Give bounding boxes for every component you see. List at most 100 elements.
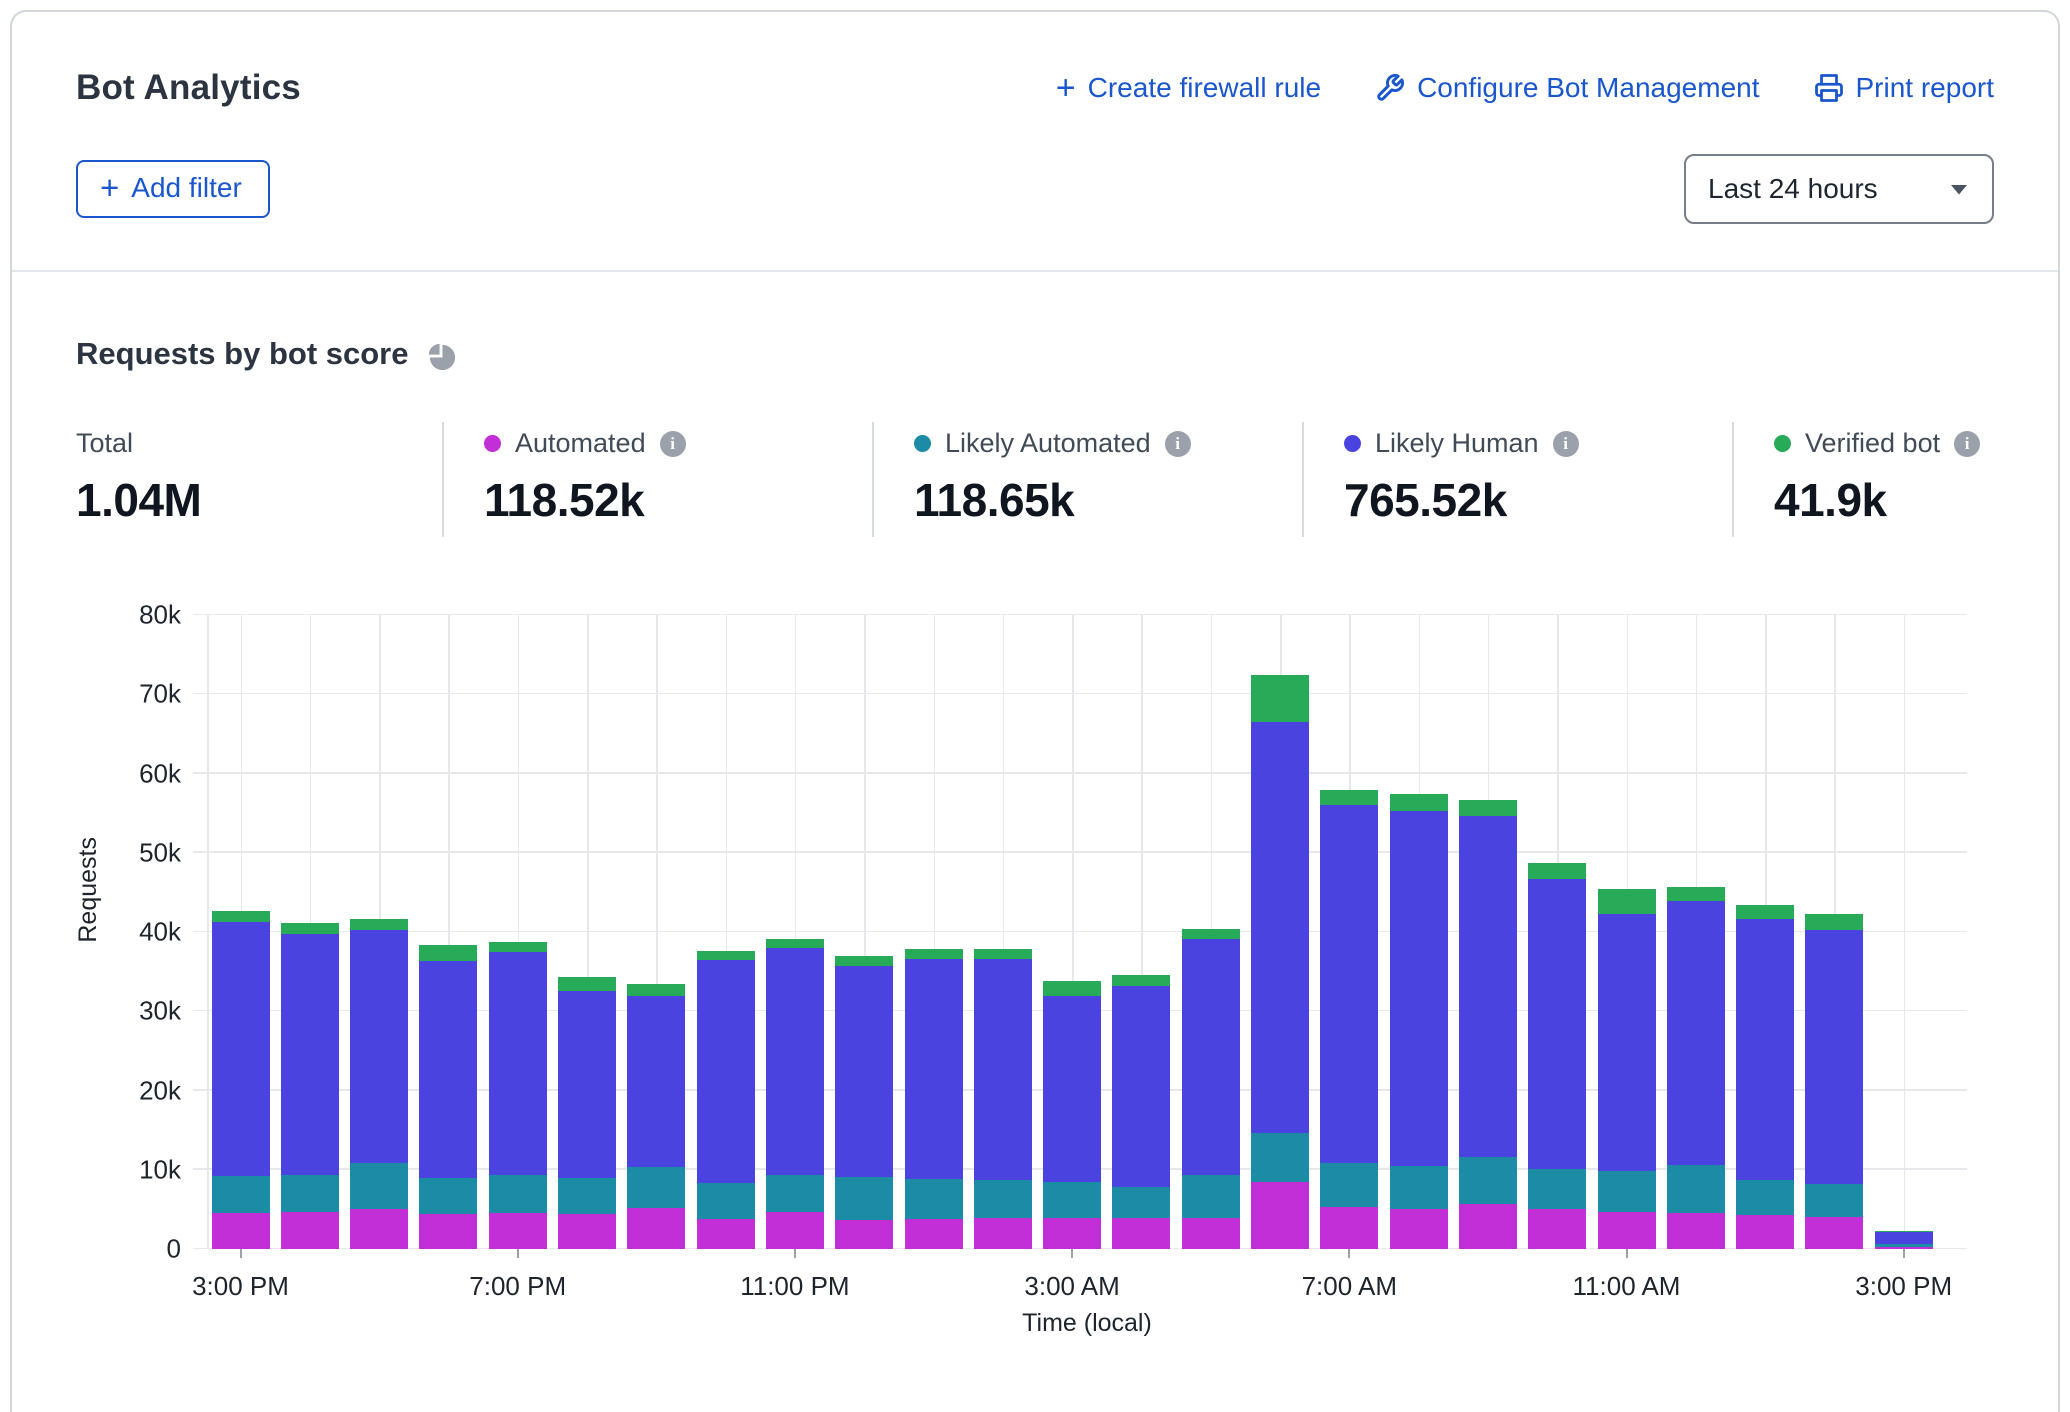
section-title: Requests by bot score: [76, 336, 408, 372]
bar-segment-automated: [905, 1219, 963, 1249]
bar-segment-likely-automated: [1667, 1165, 1725, 1213]
bar-segment-likely-automated: [1112, 1187, 1170, 1218]
bar-segment-automated: [1251, 1182, 1309, 1249]
bar-segment-automated: [558, 1214, 616, 1249]
bar-700pm[interactable]: [489, 942, 547, 1249]
bar-segment-verified-bot: [905, 949, 963, 959]
bar-segment-verified-bot: [697, 951, 755, 960]
x-tick-label: 7:00 PM: [469, 1271, 566, 1302]
bar-600am[interactable]: [1251, 675, 1309, 1249]
stat-likely-automated-label: Likely Automated: [945, 428, 1151, 459]
gridline-vertical: [207, 615, 209, 1249]
bar-segment-likely-human: [974, 959, 1032, 1180]
y-tick-label: 20k: [139, 1075, 181, 1106]
gridline-horizontal: [193, 614, 1967, 616]
x-tick-label: 3:00 PM: [192, 1271, 289, 1302]
bar-segment-likely-human: [489, 952, 547, 1175]
bar-segment-likely-human: [697, 960, 755, 1183]
bar-segment-likely-human: [1112, 986, 1170, 1187]
bar-200am[interactable]: [974, 949, 1032, 1249]
bar-1100am[interactable]: [1598, 889, 1656, 1249]
stat-likely-human-label: Likely Human: [1375, 428, 1539, 459]
time-range-value: Last 24 hours: [1708, 173, 1878, 205]
bar-900am[interactable]: [1459, 800, 1517, 1249]
bar-segment-automated: [1736, 1215, 1794, 1249]
x-tick: [1348, 1249, 1350, 1258]
stat-likely-human: Likely Human 765.52k: [1302, 422, 1732, 537]
print-report-link[interactable]: Print report: [1814, 72, 1995, 104]
info-icon[interactable]: [1954, 431, 1980, 457]
bar-segment-likely-human: [1875, 1232, 1933, 1245]
bar-segment-likely-automated: [1390, 1166, 1448, 1209]
stat-verified-bot: Verified bot 41.9k: [1732, 422, 2010, 537]
bar-segment-automated: [281, 1212, 339, 1249]
info-icon[interactable]: [660, 431, 686, 457]
verified-bot-legend-dot: [1774, 435, 1791, 452]
bar-segment-automated: [1320, 1207, 1378, 1249]
bar-segment-likely-automated: [1805, 1184, 1863, 1217]
bar-segment-verified-bot: [1875, 1231, 1933, 1232]
bar-segment-likely-human: [1667, 901, 1725, 1165]
bar-segment-likely-human: [281, 934, 339, 1174]
bar-segment-likely-human: [558, 991, 616, 1178]
bar-segment-verified-bot: [489, 942, 547, 952]
bar-segment-verified-bot: [1320, 790, 1378, 805]
bar-segment-verified-bot: [835, 956, 893, 966]
bar-segment-likely-automated: [489, 1175, 547, 1212]
y-tick-label: 60k: [139, 758, 181, 789]
bar-1100pm[interactable]: [766, 939, 824, 1249]
y-tick-label: 40k: [139, 917, 181, 948]
y-tick-label: 70k: [139, 679, 181, 710]
bar-400pm[interactable]: [281, 923, 339, 1249]
create-firewall-rule-link[interactable]: + Create firewall rule: [1056, 72, 1321, 104]
bar-segment-likely-automated: [558, 1178, 616, 1214]
info-icon[interactable]: [1165, 431, 1191, 457]
stat-likely-human-value: 765.52k: [1344, 473, 1702, 527]
time-range-dropdown[interactable]: Last 24 hours: [1684, 154, 1994, 224]
bar-segment-likely-automated: [212, 1176, 270, 1212]
bar-segment-automated: [489, 1213, 547, 1249]
bar-segment-likely-automated: [281, 1175, 339, 1212]
bar-segment-verified-bot: [212, 911, 270, 921]
bar-100am[interactable]: [905, 949, 963, 1249]
bar-500am[interactable]: [1182, 929, 1240, 1249]
header-actions: + Create firewall rule Configure Bot Man…: [1056, 72, 1994, 104]
info-icon[interactable]: [1553, 431, 1579, 457]
add-filter-button[interactable]: + Add filter: [76, 160, 270, 218]
gridline-horizontal: [193, 851, 1967, 853]
bar-600pm[interactable]: [419, 945, 477, 1249]
bar-segment-likely-human: [1459, 816, 1517, 1157]
bot-analytics-panel: Bot Analytics + Create firewall rule Con…: [10, 10, 2060, 1412]
bar-100pm[interactable]: [1736, 905, 1794, 1249]
bar-1200pm[interactable]: [1667, 887, 1725, 1249]
bar-400am[interactable]: [1112, 975, 1170, 1249]
bar-200pm[interactable]: [1805, 914, 1863, 1249]
bar-900pm[interactable]: [627, 984, 685, 1249]
bar-800am[interactable]: [1390, 794, 1448, 1249]
x-tick: [794, 1249, 796, 1258]
bar-1200am[interactable]: [835, 956, 893, 1249]
plot-area: 010k20k30k40k50k60k70k80k3:00 PM7:00 PM1…: [207, 615, 1967, 1249]
pie-chart-icon: [426, 341, 457, 372]
bar-segment-automated: [627, 1208, 685, 1249]
bar-800pm[interactable]: [558, 977, 616, 1249]
stat-total-label: Total: [76, 428, 133, 459]
bar-1000am[interactable]: [1528, 863, 1586, 1249]
bar-300am[interactable]: [1043, 981, 1101, 1249]
bar-300pm[interactable]: [212, 911, 270, 1249]
stat-automated: Automated 118.52k: [442, 422, 872, 537]
add-filter-label: Add filter: [131, 172, 242, 204]
configure-bot-management-link[interactable]: Configure Bot Management: [1375, 72, 1759, 104]
bar-segment-automated: [1043, 1218, 1101, 1249]
bar-1000pm[interactable]: [697, 951, 755, 1249]
bar-300pm[interactable]: [1875, 1231, 1933, 1249]
bar-500pm[interactable]: [350, 919, 408, 1249]
bar-segment-likely-human: [1598, 914, 1656, 1172]
bar-700am[interactable]: [1320, 790, 1378, 1249]
bar-segment-likely-automated: [1459, 1157, 1517, 1204]
y-tick-label: 30k: [139, 996, 181, 1027]
bar-segment-verified-bot: [1805, 914, 1863, 930]
bar-segment-verified-bot: [1459, 800, 1517, 817]
bar-segment-automated: [1112, 1218, 1170, 1249]
bar-segment-likely-automated: [1182, 1175, 1240, 1219]
